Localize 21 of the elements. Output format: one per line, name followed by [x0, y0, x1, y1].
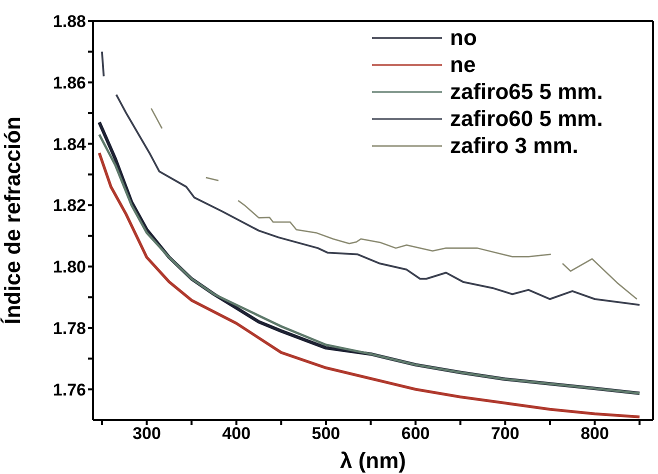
- y-tick-label: 1.78: [52, 318, 86, 338]
- x-tick-label: 800: [580, 424, 609, 444]
- y-tick-label: 1.80: [52, 258, 86, 277]
- y-axis-title: Índice de refracción: [0, 116, 25, 324]
- y-tick-label: 1.82: [52, 196, 86, 216]
- x-tick-label: 700: [490, 424, 520, 444]
- legend-label: zafiro65 5 mm.: [450, 78, 603, 104]
- x-tick-label: 300: [132, 424, 161, 444]
- y-tick-label: 1.88: [52, 12, 86, 32]
- legend-label: ne: [450, 52, 476, 78]
- x-tick-label: 400: [222, 424, 251, 444]
- y-tick-label: 1.84: [52, 134, 87, 154]
- y-tick-label: 1.76: [52, 380, 86, 400]
- y-tick-label: 1.86: [52, 73, 86, 92]
- legend-label: zafiro 3 mm.: [450, 132, 578, 158]
- line-series: [98, 152, 642, 418]
- x-axis-title: λ (nm): [340, 448, 406, 473]
- legend-label: no: [450, 24, 477, 50]
- x-tick-label: 500: [312, 424, 340, 444]
- legend-label: zafiro60 5 mm.: [450, 106, 603, 132]
- x-tick-label: 600: [401, 424, 430, 444]
